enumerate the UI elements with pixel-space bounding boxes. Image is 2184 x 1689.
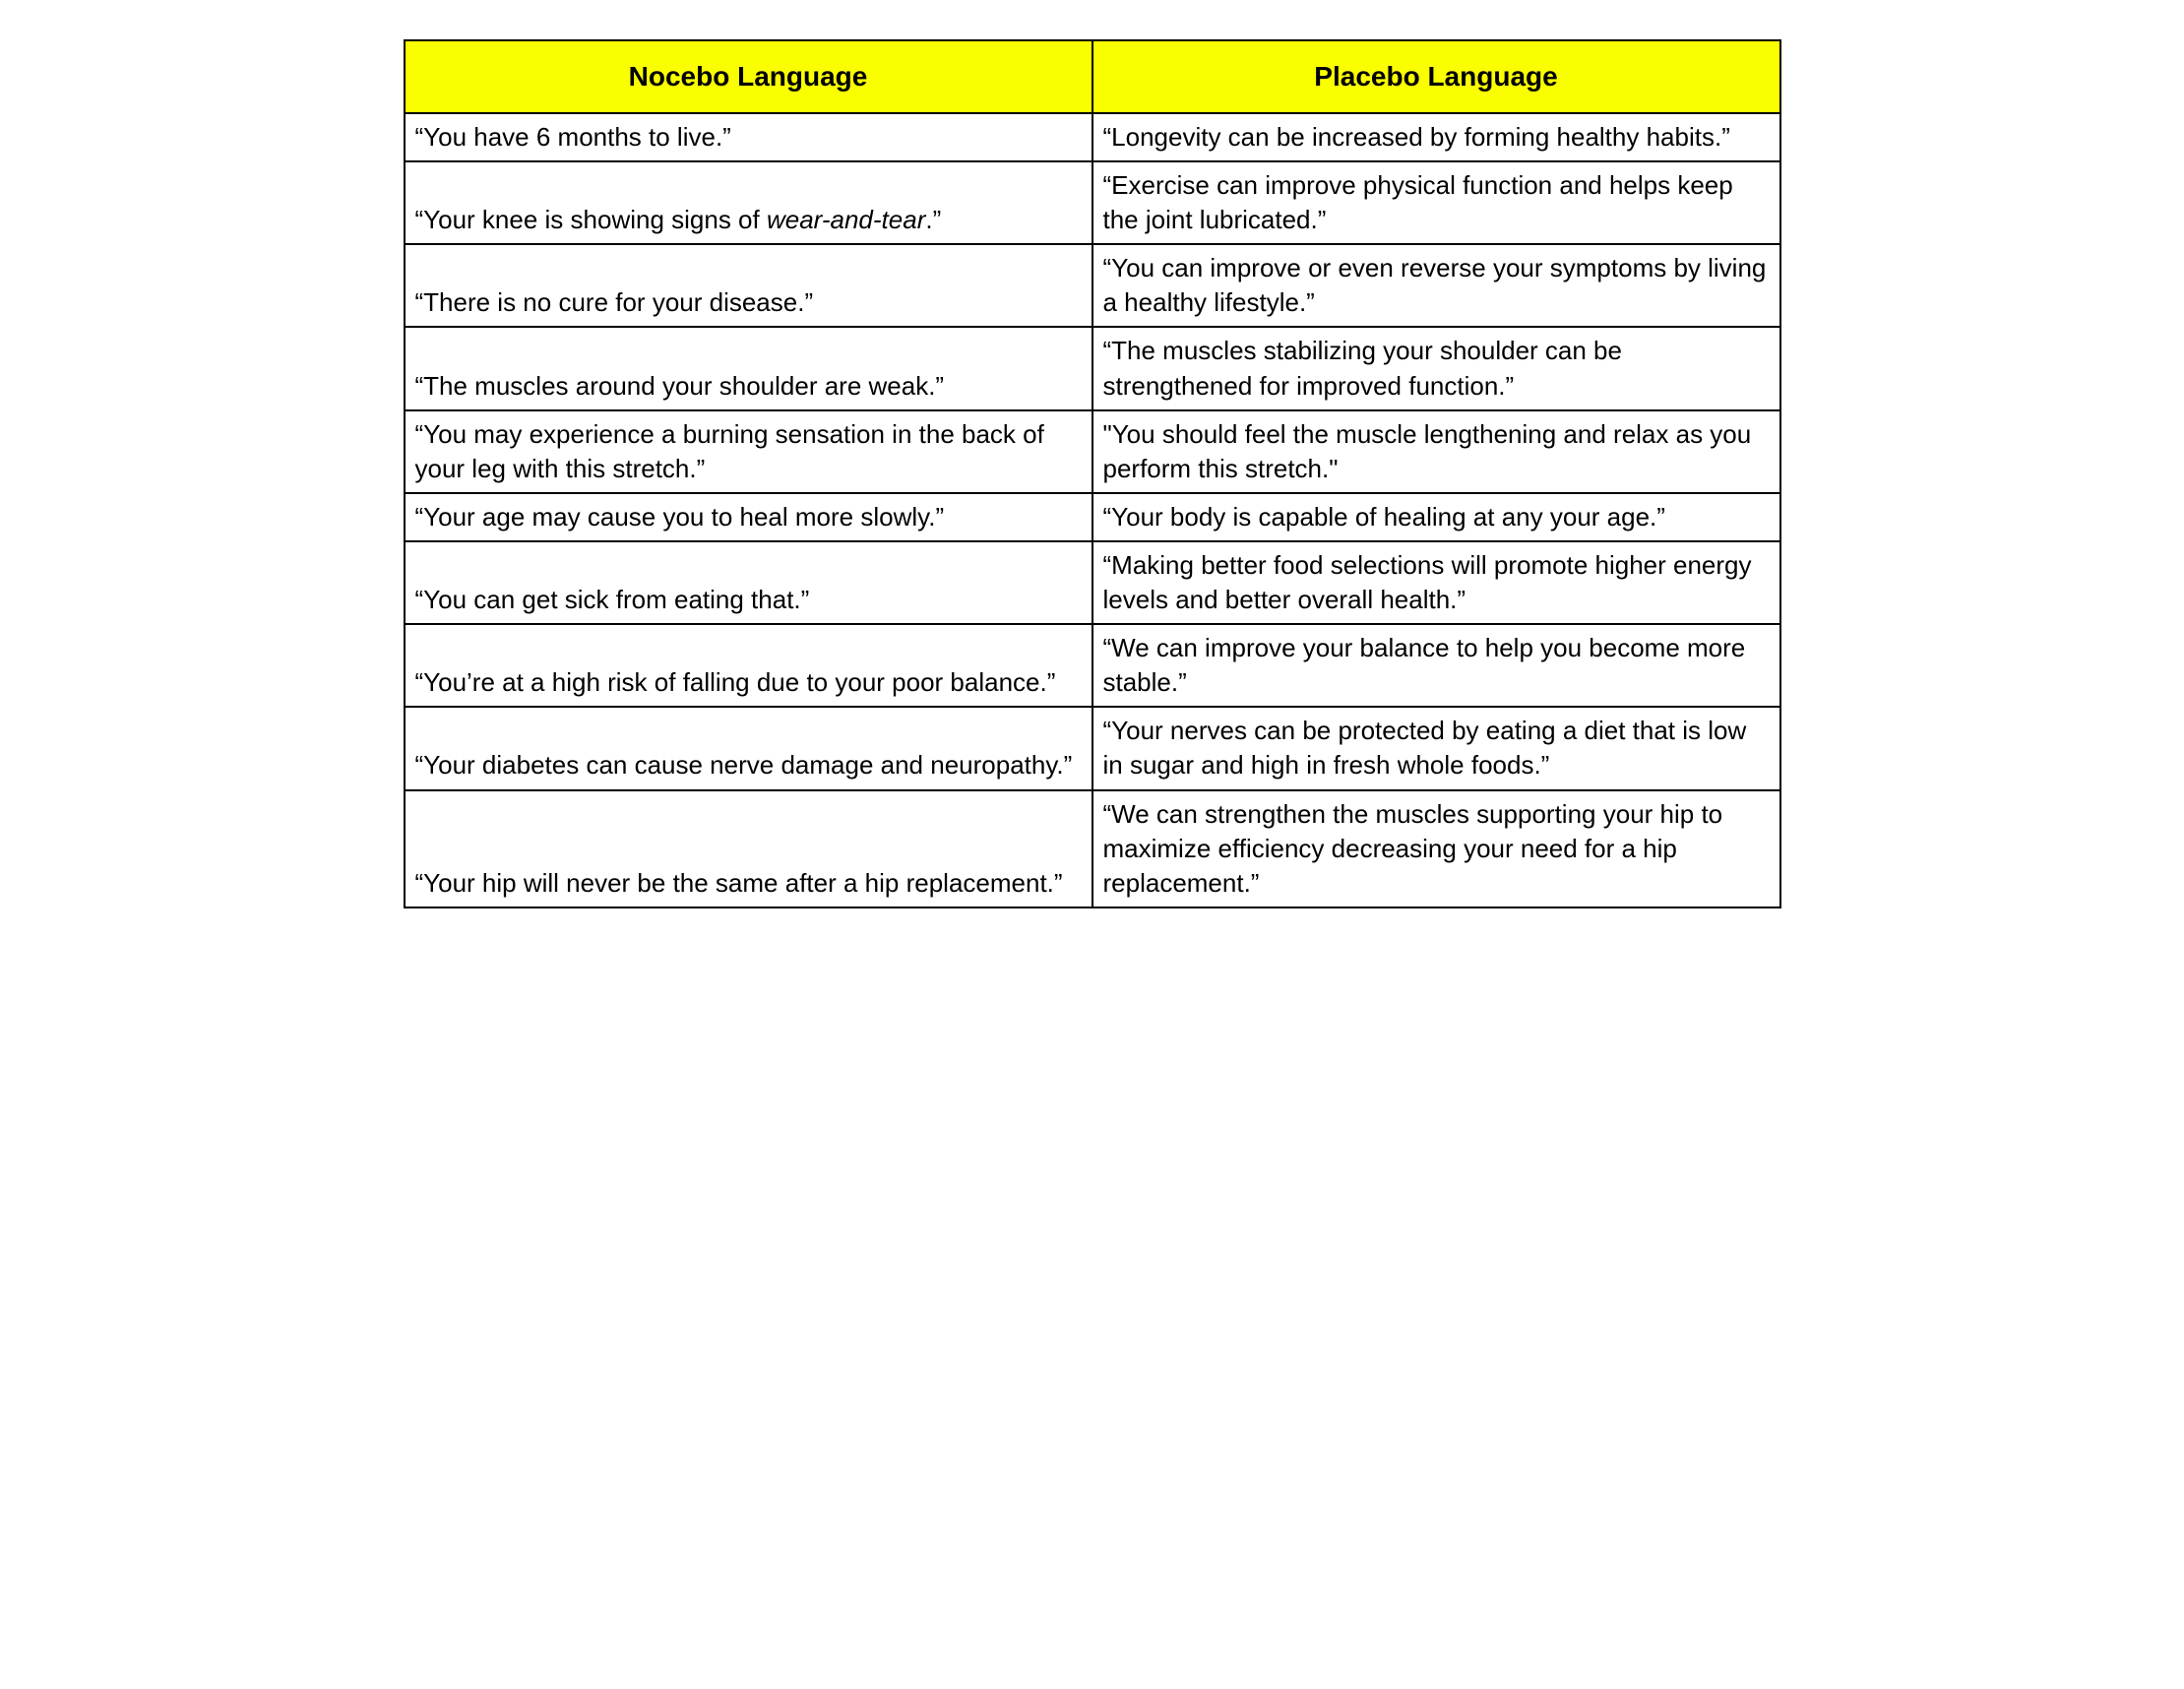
table-row: “You have 6 months to live.”“Longevity c… — [405, 113, 1780, 161]
placebo-cell: “Making better food selections will prom… — [1092, 541, 1780, 624]
placebo-cell: "You should feel the muscle lengthening … — [1092, 410, 1780, 493]
header-nocebo: Nocebo Language — [405, 40, 1092, 113]
nocebo-cell: “You’re at a high risk of falling due to… — [405, 624, 1092, 707]
placebo-cell: “We can strengthen the muscles supportin… — [1092, 790, 1780, 907]
placebo-cell: “The muscles stabilizing your shoulder c… — [1092, 327, 1780, 409]
placebo-cell: “Your nerves can be protected by eating … — [1092, 707, 1780, 789]
nocebo-cell: “The muscles around your shoulder are we… — [405, 327, 1092, 409]
header-placebo: Placebo Language — [1092, 40, 1780, 113]
placebo-cell: “You can improve or even reverse your sy… — [1092, 244, 1780, 327]
table-row: “You may experience a burning sensation … — [405, 410, 1780, 493]
nocebo-cell: “Your hip will never be the same after a… — [405, 790, 1092, 907]
nocebo-cell: “Your diabetes can cause nerve damage an… — [405, 707, 1092, 789]
nocebo-cell: “You may experience a burning sensation … — [405, 410, 1092, 493]
table-row: “Your hip will never be the same after a… — [405, 790, 1780, 907]
nocebo-cell: “Your age may cause you to heal more slo… — [405, 493, 1092, 541]
placebo-cell: “Longevity can be increased by forming h… — [1092, 113, 1780, 161]
placebo-cell: “Exercise can improve physical function … — [1092, 161, 1780, 244]
table-row: “The muscles around your shoulder are we… — [405, 327, 1780, 409]
table-row: “You’re at a high risk of falling due to… — [405, 624, 1780, 707]
placebo-cell: “We can improve your balance to help you… — [1092, 624, 1780, 707]
nocebo-cell: “There is no cure for your disease.” — [405, 244, 1092, 327]
nocebo-cell: “Your knee is showing signs of wear-and-… — [405, 161, 1092, 244]
language-comparison-table: Nocebo Language Placebo Language “You ha… — [404, 39, 1781, 908]
table-body: “You have 6 months to live.”“Longevity c… — [405, 113, 1780, 907]
table-header-row: Nocebo Language Placebo Language — [405, 40, 1780, 113]
table-row: “You can get sick from eating that.”“Mak… — [405, 541, 1780, 624]
placebo-cell: “Your body is capable of healing at any … — [1092, 493, 1780, 541]
table-row: “There is no cure for your disease.”“You… — [405, 244, 1780, 327]
table-row: “Your knee is showing signs of wear-and-… — [405, 161, 1780, 244]
table-row: “Your diabetes can cause nerve damage an… — [405, 707, 1780, 789]
nocebo-cell: “You have 6 months to live.” — [405, 113, 1092, 161]
table-row: “Your age may cause you to heal more slo… — [405, 493, 1780, 541]
nocebo-cell: “You can get sick from eating that.” — [405, 541, 1092, 624]
